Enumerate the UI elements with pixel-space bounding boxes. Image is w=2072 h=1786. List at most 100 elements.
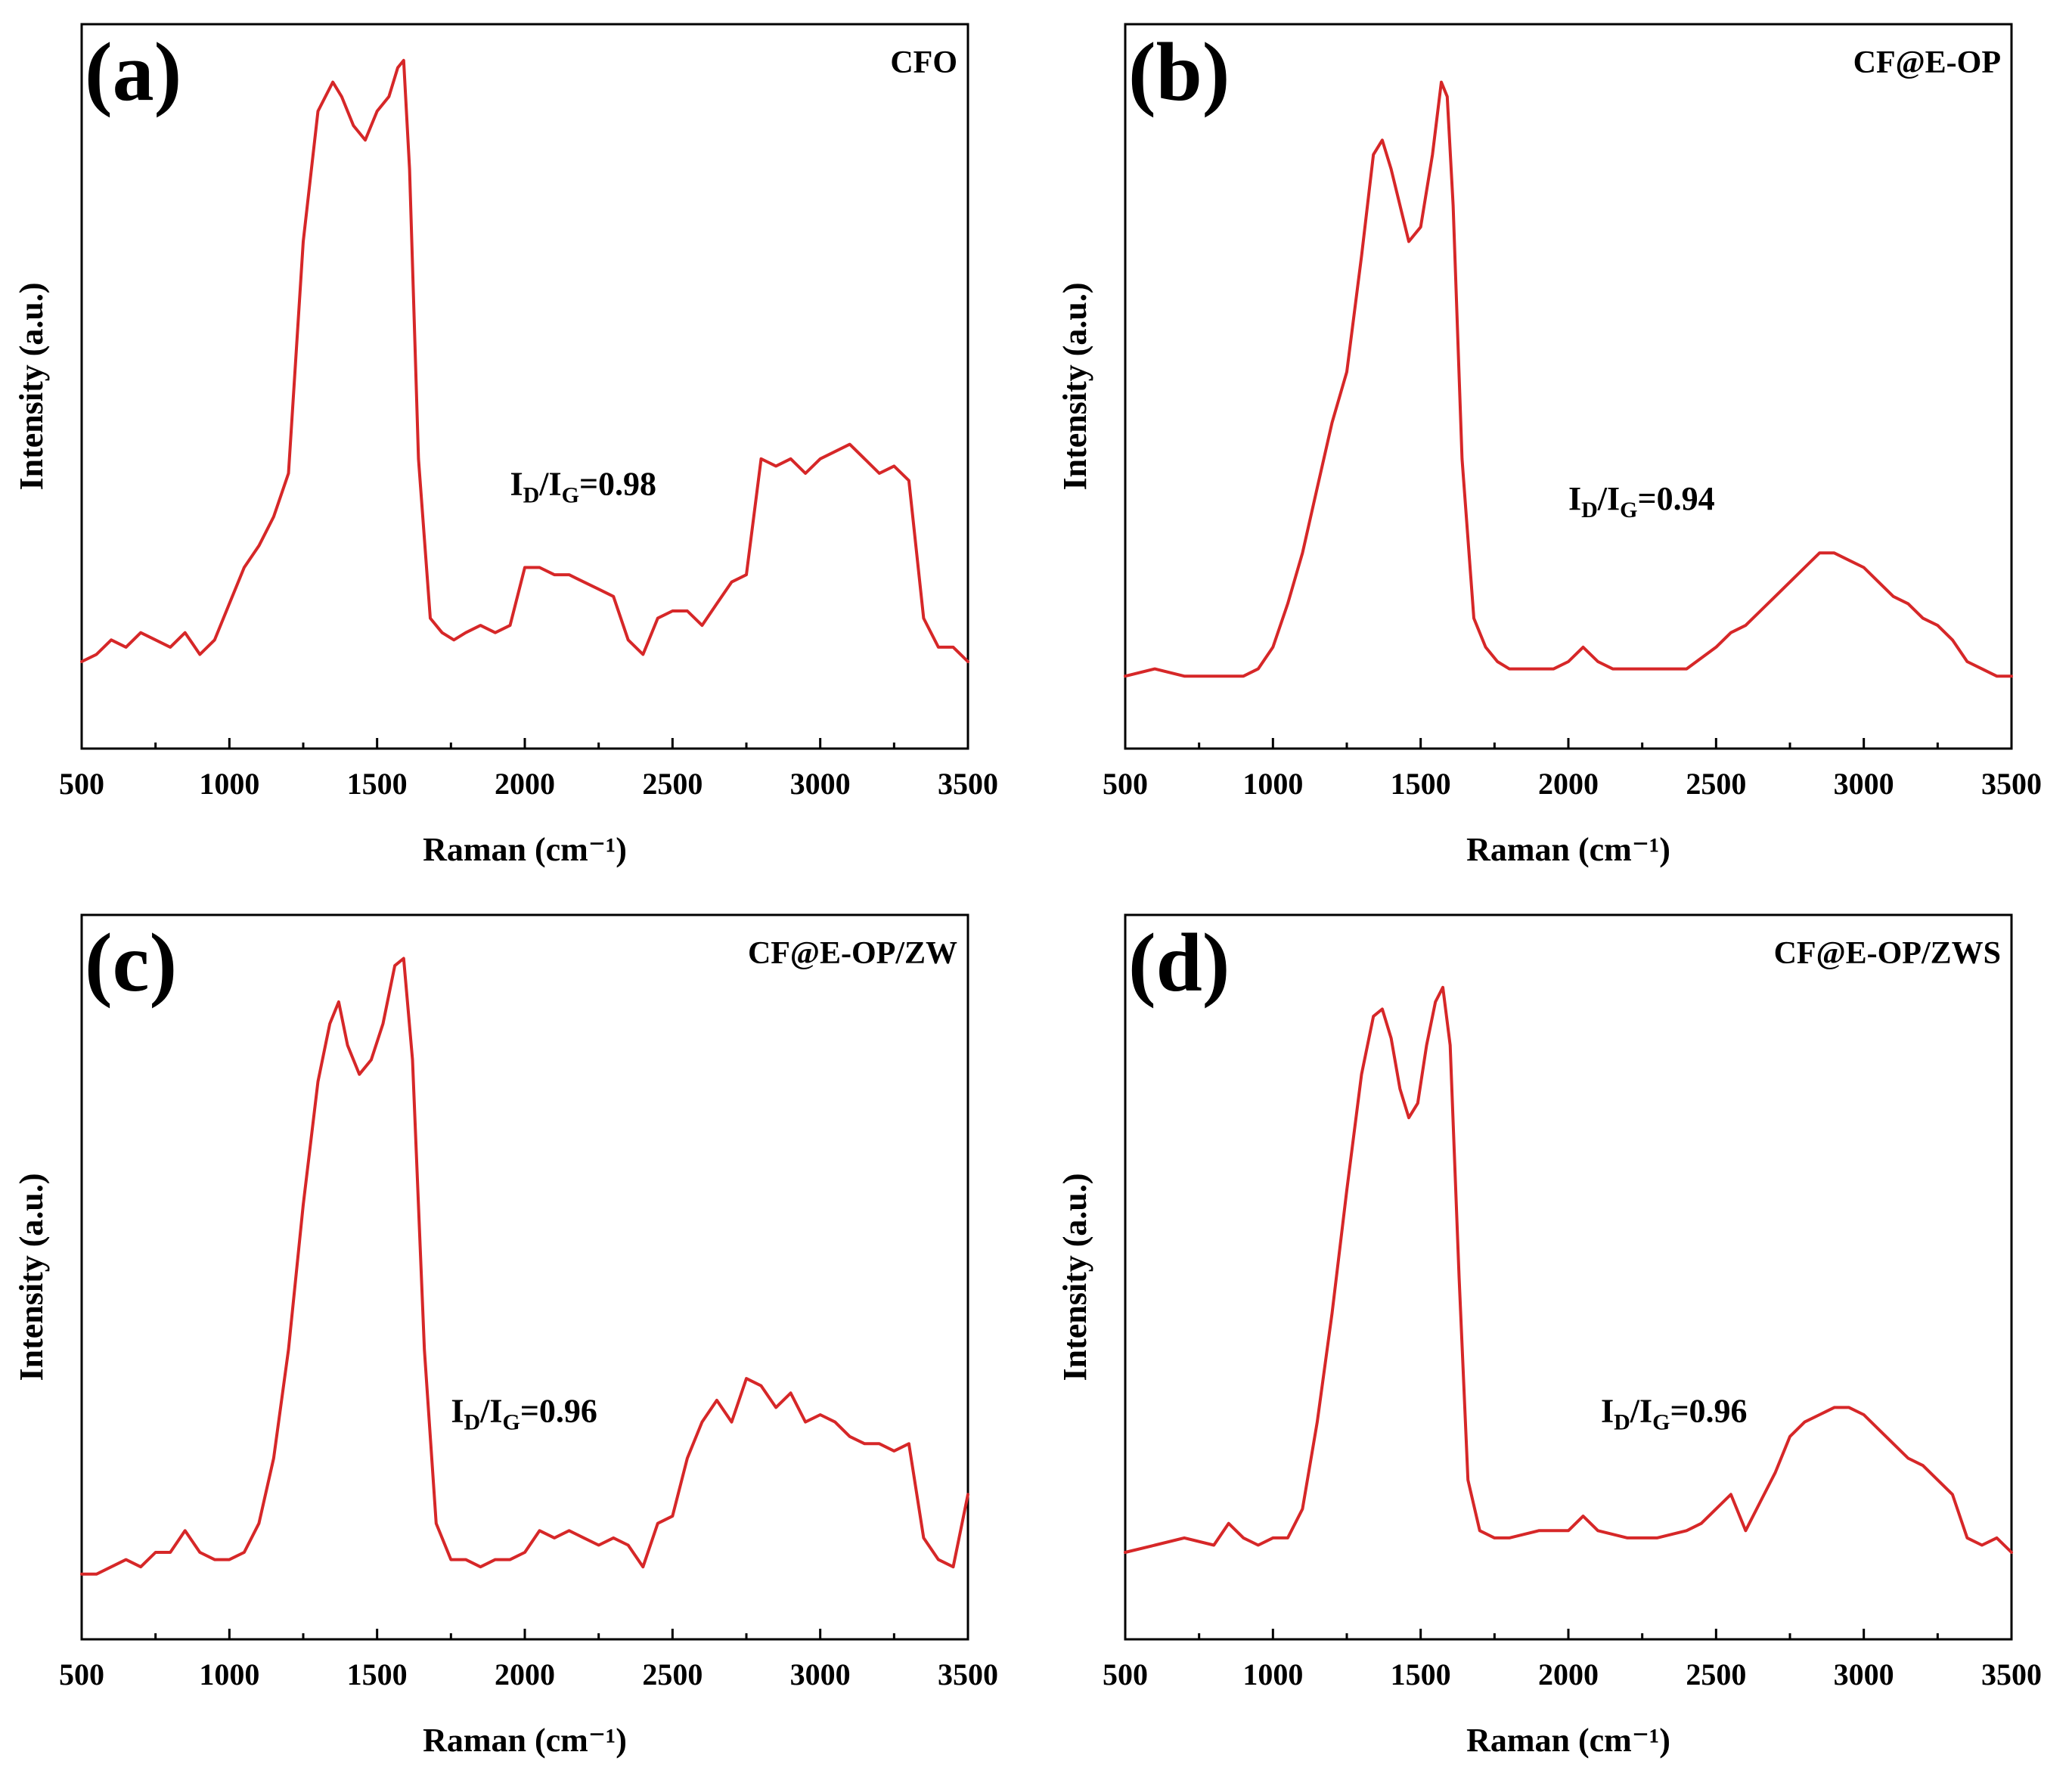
data-point-d bbox=[1390, 1037, 1393, 1040]
x-tick-label-d: 1500 bbox=[1391, 1657, 1451, 1691]
data-point-d bbox=[1316, 1421, 1319, 1424]
data-point-c bbox=[715, 1399, 718, 1402]
data-point-b bbox=[1922, 617, 1925, 620]
data-point-c bbox=[878, 1442, 881, 1445]
id-ig-ratio-b: ID/IG=0.94 bbox=[1568, 480, 1715, 522]
data-point-d bbox=[1773, 1471, 1776, 1474]
data-point-a bbox=[154, 638, 157, 641]
data-point-c bbox=[154, 1551, 157, 1554]
data-point-a bbox=[479, 624, 482, 627]
x-tick-label-b: 500 bbox=[1103, 767, 1148, 801]
data-point-c bbox=[804, 1421, 807, 1424]
data-point-b bbox=[1552, 668, 1555, 671]
data-point-c bbox=[80, 1573, 83, 1576]
data-point-d bbox=[1242, 1536, 1245, 1539]
data-point-d bbox=[1425, 1043, 1428, 1046]
x-tick-label-a: 2500 bbox=[642, 767, 703, 801]
data-point-a bbox=[441, 631, 444, 634]
data-point-b bbox=[1472, 617, 1475, 620]
data-point-a bbox=[387, 95, 390, 98]
x-tick-label-d: 2000 bbox=[1538, 1657, 1599, 1691]
data-point-b bbox=[1877, 581, 1880, 584]
data-point-c bbox=[358, 1073, 361, 1076]
data-point-c bbox=[317, 1080, 320, 1083]
x-tick-label-a: 3000 bbox=[790, 767, 851, 801]
plot-frame-c bbox=[80, 913, 969, 1641]
data-point-d bbox=[1345, 1189, 1348, 1192]
data-point-c bbox=[243, 1551, 246, 1554]
data-point-a bbox=[892, 464, 895, 467]
data-point-d bbox=[1441, 986, 1444, 989]
data-point-a bbox=[508, 624, 511, 627]
data-point-c bbox=[730, 1421, 733, 1424]
data-point-d bbox=[1537, 1529, 1540, 1532]
data-point-d bbox=[1980, 1543, 1984, 1546]
data-point-d bbox=[1398, 1087, 1401, 1090]
data-point-c bbox=[110, 1565, 113, 1568]
data-point-b bbox=[1685, 668, 1688, 671]
data-point-a bbox=[715, 602, 718, 605]
x-tick-label-a: 1000 bbox=[199, 767, 259, 801]
data-point-d bbox=[1596, 1529, 1599, 1532]
data-point-c bbox=[892, 1450, 895, 1453]
data-point-a bbox=[878, 472, 881, 475]
data-point-b bbox=[1316, 486, 1319, 489]
data-point-b bbox=[1626, 668, 1629, 671]
data-point-c bbox=[863, 1442, 866, 1445]
data-point-c bbox=[760, 1384, 763, 1388]
data-point-b bbox=[1460, 457, 1463, 460]
id-ig-ratio-a: ID/IG=0.98 bbox=[510, 466, 656, 508]
data-point-b bbox=[1863, 566, 1866, 569]
x-tick-label-c: 3500 bbox=[938, 1657, 998, 1691]
ratio-text: 0.98 bbox=[598, 466, 656, 503]
data-point-b bbox=[1537, 668, 1540, 671]
ratio-text: /I bbox=[1630, 1393, 1652, 1430]
data-point-d bbox=[1153, 1543, 1156, 1546]
data-point-d bbox=[1434, 1000, 1437, 1003]
data-point-a bbox=[272, 515, 275, 518]
data-point-d bbox=[1804, 1421, 1807, 1424]
ratio-text: 0.96 bbox=[1689, 1393, 1748, 1430]
data-point-b bbox=[1183, 674, 1186, 678]
panel-label-c: (c) bbox=[85, 916, 177, 1009]
data-point-c bbox=[907, 1442, 910, 1445]
data-point-b bbox=[1446, 95, 1449, 98]
data-point-b bbox=[2010, 674, 2013, 678]
data-point-a bbox=[257, 544, 260, 547]
data-point-c bbox=[464, 1558, 467, 1561]
ratio-subscript: D bbox=[523, 483, 540, 508]
data-point-c bbox=[922, 1536, 925, 1539]
data-point-a bbox=[452, 638, 455, 641]
data-point-a bbox=[848, 443, 851, 446]
data-point-b bbox=[1452, 204, 1455, 207]
data-point-d bbox=[1416, 1102, 1419, 1105]
x-tick-label-b: 3500 bbox=[1981, 767, 2042, 801]
panel-c: 500 1000 1500 2000 2500 3000 3500 Raman (cm⁻¹) I… bbox=[13, 913, 998, 1759]
x-tick-label-a: 500 bbox=[59, 767, 104, 801]
data-point-d bbox=[1183, 1536, 1186, 1539]
data-point-d bbox=[1626, 1536, 1629, 1539]
ratio-subscript: G bbox=[1652, 1410, 1670, 1435]
data-point-c bbox=[819, 1413, 822, 1416]
ratio-text: /I bbox=[479, 1393, 502, 1430]
data-point-d bbox=[1212, 1543, 1215, 1546]
sample-title-a: CFO bbox=[890, 45, 957, 80]
data-point-b bbox=[1980, 668, 1984, 671]
data-point-a bbox=[553, 573, 556, 576]
data-point-b bbox=[1419, 225, 1422, 228]
data-point-a bbox=[627, 638, 630, 641]
data-point-a bbox=[340, 95, 343, 98]
data-point-c bbox=[523, 1551, 526, 1554]
data-point-a bbox=[833, 450, 836, 453]
data-point-a bbox=[863, 457, 866, 460]
data-point-a bbox=[396, 66, 399, 69]
data-point-a bbox=[213, 638, 216, 641]
x-tick-label-c: 1500 bbox=[347, 1657, 408, 1691]
data-point-a bbox=[417, 457, 420, 460]
x-tick-label-b: 2000 bbox=[1538, 767, 1599, 801]
data-point-a bbox=[402, 59, 405, 62]
data-point-a bbox=[789, 457, 793, 460]
data-point-d bbox=[1655, 1536, 1658, 1539]
data-point-a bbox=[494, 631, 497, 634]
data-point-a bbox=[169, 646, 172, 649]
